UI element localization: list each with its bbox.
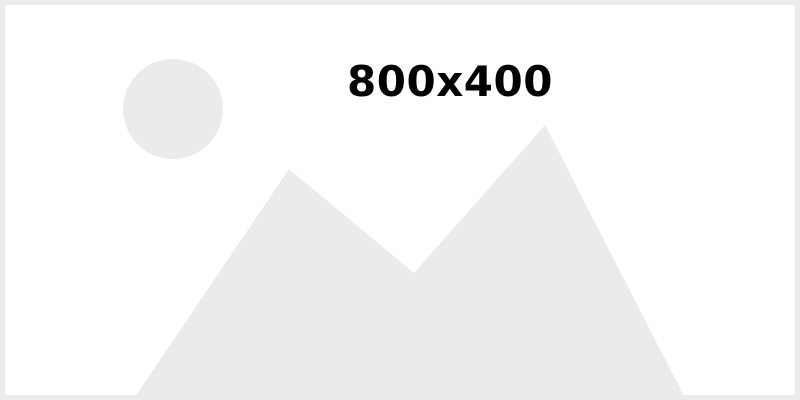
mountain-icon [136,125,684,395]
dimension-label: 800x400 [347,57,553,106]
sun-circle-icon [123,59,223,159]
placeholder-illustration [123,59,684,395]
